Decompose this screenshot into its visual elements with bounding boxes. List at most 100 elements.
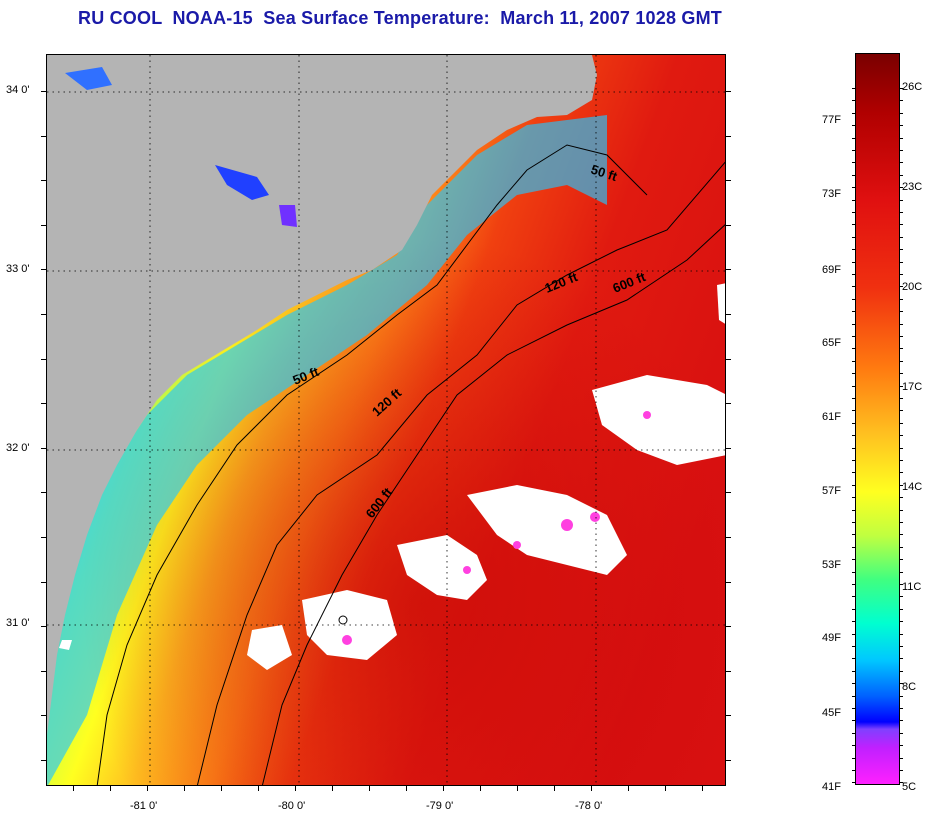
frame-tick [517,786,518,791]
cb-label-45f: 45F [822,707,841,719]
inland-water-3 [279,205,297,227]
frame-tick [852,497,855,498]
lon-label-80: -80 0' [278,800,306,812]
frame-tick [726,403,731,404]
frame-tick [41,715,46,716]
frame-tick [852,460,855,461]
frame-tick [900,472,903,473]
frame-tick [900,559,903,560]
isobath-120ft [196,161,725,785]
frame-tick [852,559,855,560]
frame-tick [726,448,731,449]
frame-tick [726,180,731,181]
frame-tick [852,547,855,548]
lat-label-33: 33 0' [6,263,30,275]
frame-tick [900,782,903,783]
frame-tick [900,324,903,325]
cb-label-53f: 53F [822,559,841,571]
cb-label-8c: 8C [902,681,917,693]
nearshore-cold-water [47,115,607,785]
frame-tick [900,299,903,300]
lon-label-81: -81 0' [130,800,158,812]
frame-tick [900,708,903,709]
cb-label-26c: 26C [902,81,923,93]
frame-tick [900,249,903,250]
frame-tick [852,720,855,721]
lat-lon-grid [47,55,725,785]
frame-tick [726,671,731,672]
frame-tick [852,423,855,424]
frame-tick [726,314,731,315]
frame-tick [900,634,903,635]
cb-label-20c: 20C [902,281,923,293]
frame-tick [852,348,855,349]
cb-label-23c: 23C [902,181,923,193]
frame-tick [900,696,903,697]
frame-tick [852,609,855,610]
frame-tick [852,572,855,573]
frame-tick [41,403,46,404]
sst-map-canvas: 50 ft 50 ft 120 ft 120 ft 600 ft 600 ft [47,55,725,785]
frame-tick [852,596,855,597]
frame-tick [665,786,666,791]
frame-tick [900,88,903,89]
frame-tick [900,113,903,114]
frame-tick [852,485,855,486]
frame-tick [852,336,855,337]
frame-tick [852,435,855,436]
frame-tick [110,786,111,791]
frame-tick [852,683,855,684]
frame-tick [852,88,855,89]
frame-tick [41,760,46,761]
cloud-edge-speckle [342,411,651,645]
cb-label-73f: 73F [822,188,841,200]
frame-tick [900,348,903,349]
inland-water-1 [65,67,112,90]
frame-tick [726,760,731,761]
frame-tick [900,187,903,188]
frame-tick [852,324,855,325]
frame-tick [900,336,903,337]
isobath-600ft [261,224,725,785]
frame-tick [852,708,855,709]
frame-tick [852,262,855,263]
frame-tick [852,125,855,126]
frame-tick [480,786,481,791]
frame-tick [852,224,855,225]
frame-tick [900,423,903,424]
frame-tick [852,398,855,399]
frame-tick [852,634,855,635]
frame-tick [702,786,703,791]
frame-tick [41,314,46,315]
cb-label-77f: 77F [822,114,841,126]
frame-tick [41,359,46,360]
frame-tick [900,448,903,449]
frame-tick [852,386,855,387]
cb-label-61f: 61F [822,411,841,423]
frame-tick [852,534,855,535]
frame-tick [900,162,903,163]
frame-tick [726,359,731,360]
frame-tick [852,696,855,697]
frame-tick [900,125,903,126]
frame-tick [852,658,855,659]
frame-tick [852,212,855,213]
frame-tick [852,200,855,201]
frame-tick [852,621,855,622]
frame-tick [852,745,855,746]
frame-tick [726,626,731,627]
frame-tick [41,537,46,538]
land-mass [47,55,597,735]
frame-tick [900,138,903,139]
frame-tick [591,786,592,791]
frame-tick [900,720,903,721]
lon-label-79: -79 0' [426,800,454,812]
frame-tick [41,492,46,493]
frame-tick [900,224,903,225]
frame-tick [852,299,855,300]
frame-tick [852,286,855,287]
frame-tick [900,671,903,672]
frame-tick [41,180,46,181]
frame-tick [147,786,148,791]
frame-tick [900,311,903,312]
